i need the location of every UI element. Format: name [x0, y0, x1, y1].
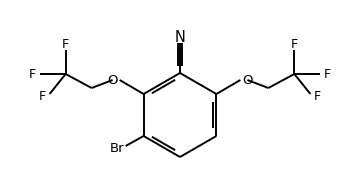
Text: F: F — [29, 67, 36, 80]
Text: F: F — [324, 67, 331, 80]
Text: F: F — [291, 38, 298, 51]
Text: F: F — [314, 90, 321, 103]
Text: N: N — [175, 30, 185, 46]
Text: F: F — [62, 38, 69, 51]
Text: O: O — [107, 75, 118, 88]
Text: F: F — [39, 90, 46, 103]
Text: Br: Br — [109, 142, 124, 155]
Text: O: O — [242, 75, 253, 88]
